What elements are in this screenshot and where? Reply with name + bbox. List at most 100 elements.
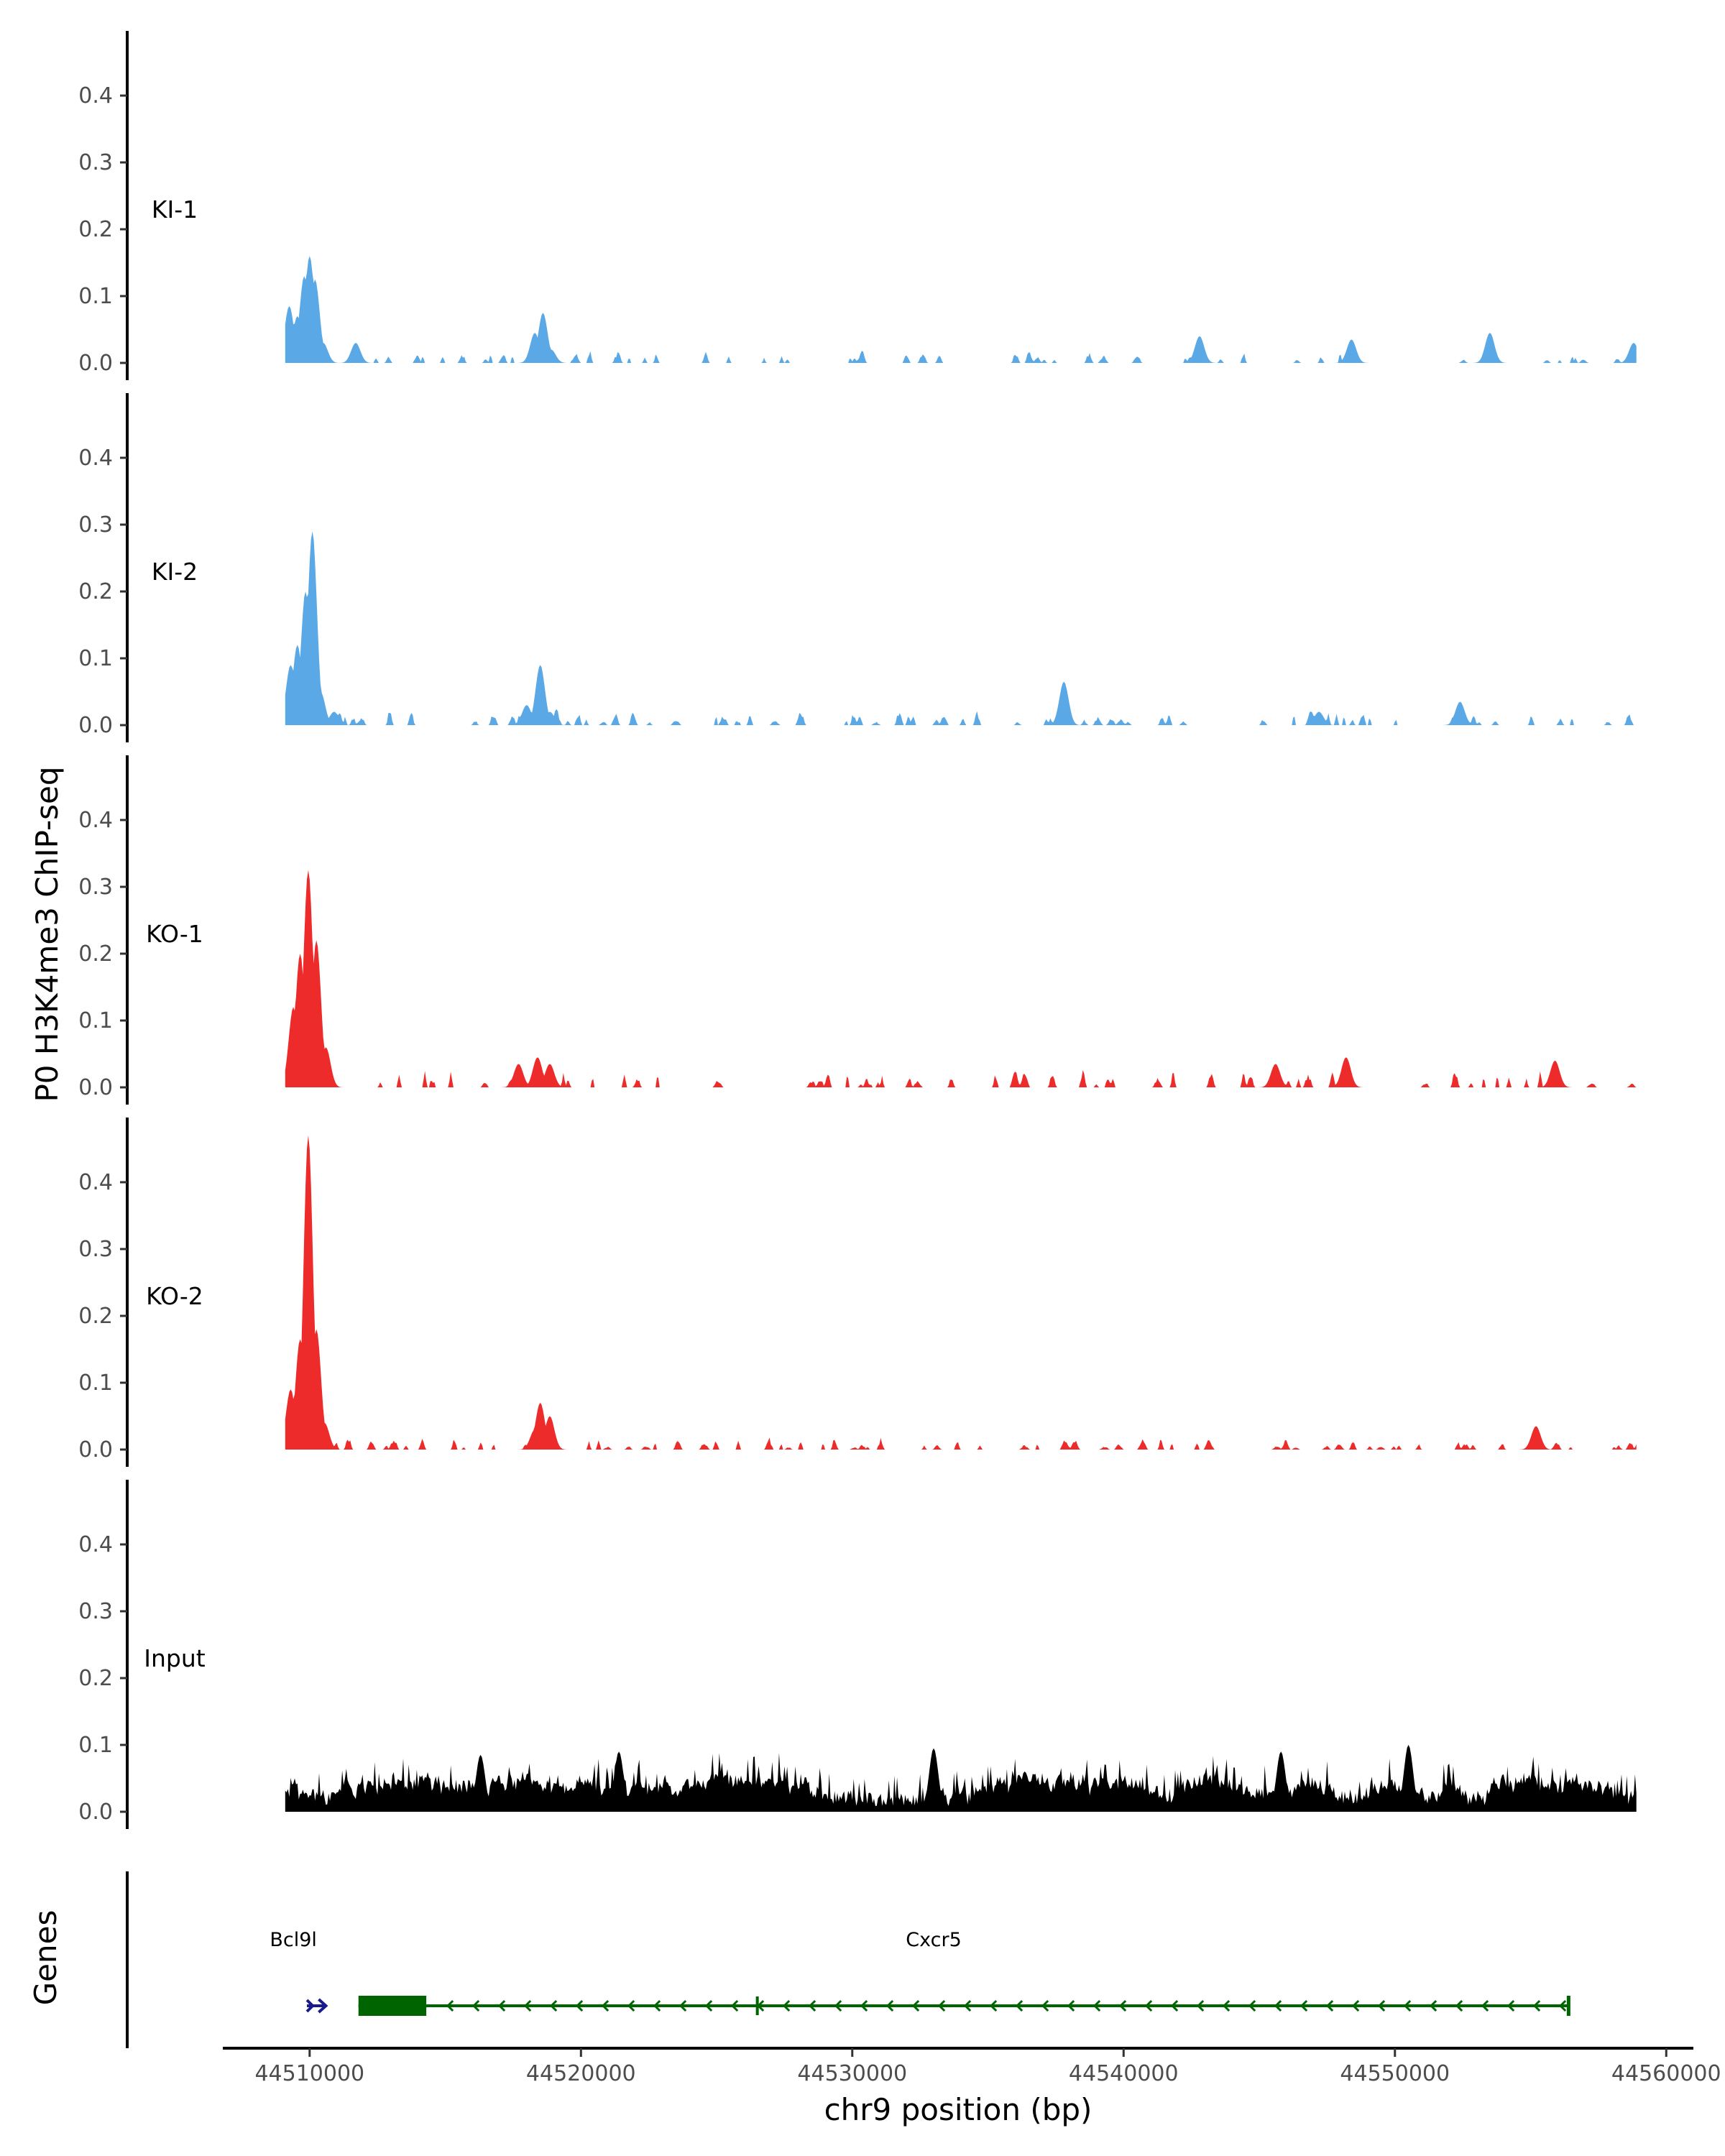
strand-chevron	[1300, 1999, 1308, 2012]
strand-chevron	[1092, 1999, 1101, 2012]
track-ko-2: 0.0 0.1 0.2 0.3 0.4 KO-2	[78, 1118, 1637, 1467]
strand-chevron	[1351, 1999, 1360, 2012]
strand-chevron	[1506, 1999, 1515, 2012]
track-ko-1: 0.0 0.1 0.2 0.3 0.4 KO-1	[78, 755, 1637, 1105]
strand-arrow	[318, 1998, 328, 2014]
strand-chevron	[1377, 1999, 1386, 2012]
strand-chevron	[1170, 1999, 1179, 2012]
y-tick-label: 0.0	[78, 351, 113, 376]
strand-chevron	[730, 1999, 739, 2012]
genes-panel-label: Genes	[28, 1910, 63, 2006]
strand-chevron	[937, 1999, 946, 2012]
y-tick-label: 0.2	[78, 217, 113, 242]
strand-chevron	[653, 1999, 661, 2012]
genes-panel: Genes Bcl9l Cxcr5	[28, 1871, 1570, 2048]
track-label: KO-2	[146, 1282, 203, 1310]
track-ki-2: 0.0 0.1 0.2 0.3 0.4 KI-2	[78, 393, 1637, 742]
signal-area	[285, 870, 1637, 1087]
y-tick-label: 0.3	[78, 512, 113, 538]
x-tick-label: 44520000	[526, 2061, 636, 2086]
signal-area	[285, 531, 1637, 725]
strand-chevron	[1222, 1999, 1230, 2012]
y-axis-title: P0 H3K4me3 ChIP-seq	[29, 766, 65, 1102]
track-label: KI-2	[152, 558, 198, 586]
x-axis: chr9 position (bp) 44510000 44520000 44530…	[223, 2047, 1721, 2127]
gene-label: Bcl9l	[270, 1929, 317, 1951]
track-label: KO-1	[146, 920, 203, 948]
strand-chevron	[601, 1999, 610, 2012]
x-tick-label: 44550000	[1340, 2061, 1450, 2086]
strand-chevron	[1118, 1999, 1127, 2012]
track-label: KI-1	[152, 195, 198, 224]
strand-chevron	[678, 1999, 687, 2012]
strand-chevron	[860, 1999, 868, 2012]
y-tick-label: 0.2	[78, 1666, 113, 1691]
y-tick-label: 0.4	[78, 1532, 113, 1557]
strand-chevron	[497, 1999, 506, 2012]
signal-area	[285, 256, 1637, 363]
strand-chevron	[808, 1999, 816, 2012]
y-tick-label: 0.0	[78, 713, 113, 738]
y-tick-label: 0.4	[78, 1170, 113, 1195]
track-label: Input	[144, 1644, 206, 1672]
strand-chevron	[911, 1999, 920, 2012]
y-tick-label: 0.1	[78, 646, 113, 671]
strand-chevron	[523, 1999, 532, 2012]
strand-chevron	[834, 1999, 842, 2012]
gene-cxcr5: Cxcr5	[358, 1929, 1570, 2016]
strand-chevron	[989, 1999, 998, 2012]
strand-chevron	[549, 1999, 558, 2012]
y-tick-label: 0.1	[78, 1733, 113, 1758]
strand-chevron	[446, 1999, 454, 2012]
strand-chevron	[1429, 1999, 1438, 2012]
y-tick-label: 0.0	[78, 1075, 113, 1100]
track-input: 0.0 0.1 0.2 0.3 0.4 Input	[78, 1480, 1637, 1829]
strand-chevron	[472, 1999, 480, 2012]
strand-chevron	[1532, 1999, 1541, 2012]
gene-exon-block	[358, 1996, 427, 2016]
strand-chevron	[1455, 1999, 1463, 2012]
y-tick-label: 0.3	[78, 1599, 113, 1624]
strand-chevron	[1248, 1999, 1256, 2012]
strand-chevron	[1196, 1999, 1205, 2012]
x-tick-label: 44540000	[1069, 2061, 1179, 2086]
y-tick-label: 0.1	[78, 1370, 113, 1396]
strand-chevron	[1067, 1999, 1075, 2012]
gene-label: Cxcr5	[906, 1929, 961, 1951]
strand-chevron	[886, 1999, 894, 2012]
strand-chevron	[1325, 1999, 1334, 2012]
strand-chevron	[627, 1999, 635, 2012]
y-tick-label: 0.1	[78, 284, 113, 309]
strand-chevron	[1041, 1999, 1049, 2012]
x-tick-label: 44560000	[1611, 2061, 1721, 2086]
y-tick-label: 0.2	[78, 579, 113, 604]
y-tick-label: 0.4	[78, 83, 113, 109]
y-tick-label: 0.3	[78, 875, 113, 900]
y-tick-label: 0.3	[78, 1237, 113, 1262]
x-tick-label: 44530000	[797, 2061, 907, 2086]
strand-chevron	[305, 1999, 315, 2013]
y-tick-label: 0.3	[78, 150, 113, 175]
strand-chevron	[704, 1999, 713, 2012]
strand-chevron	[1558, 1999, 1567, 2012]
y-tick-label: 0.0	[78, 1800, 113, 1825]
strand-chevron	[782, 1999, 791, 2012]
x-axis-title: chr9 position (bp)	[824, 2092, 1092, 2127]
strand-chevron	[1144, 1999, 1153, 2012]
strand-chevron	[1481, 1999, 1489, 2012]
tracks-layer: 0.00.10.20.30.4KI-10.00.10.20.30.4KI-20.…	[78, 31, 1637, 1829]
signal-area	[285, 1135, 1637, 1450]
y-tick-label: 0.4	[78, 446, 113, 471]
strand-chevron	[1015, 1999, 1024, 2012]
gene-bcl9l: Bcl9l	[270, 1929, 328, 2014]
strand-chevron	[1274, 1999, 1282, 2012]
strand-chevron	[1403, 1999, 1412, 2012]
y-tick-label: 0.2	[78, 1304, 113, 1329]
strand-chevron	[575, 1999, 584, 2012]
y-tick-label: 0.4	[78, 808, 113, 833]
y-tick-label: 0.1	[78, 1008, 113, 1033]
strand-chevron	[963, 1999, 972, 2012]
x-tick-label: 44510000	[254, 2061, 364, 2086]
signal-area	[285, 1745, 1637, 1812]
